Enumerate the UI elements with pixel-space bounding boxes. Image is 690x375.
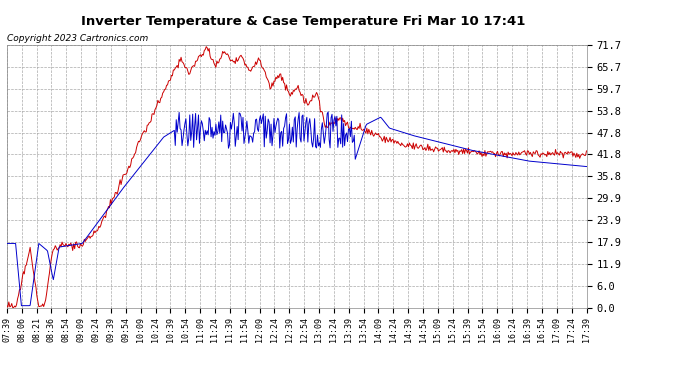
Text: Copyright 2023 Cartronics.com: Copyright 2023 Cartronics.com — [7, 34, 148, 43]
Text: Inverter Temperature & Case Temperature Fri Mar 10 17:41: Inverter Temperature & Case Temperature … — [81, 15, 526, 28]
Legend: Case(°C), Inverter(°C): Case(°C), Inverter(°C) — [403, 0, 581, 3]
